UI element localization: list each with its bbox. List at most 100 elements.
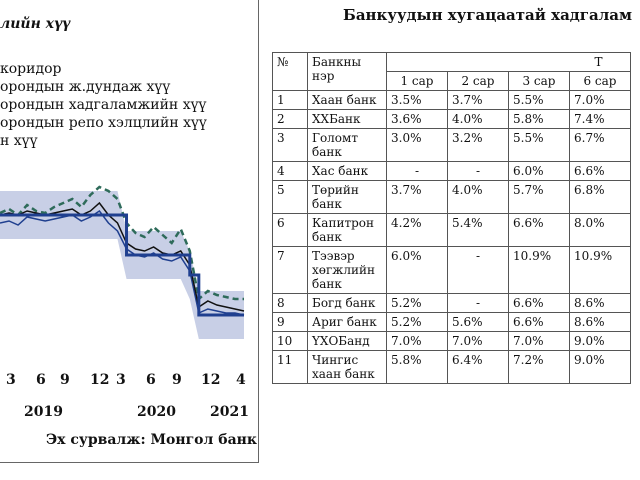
x-tick-label: 9 — [172, 372, 182, 388]
bank-name: Ариг банк — [307, 312, 387, 332]
rate-cell: 4.0% — [447, 109, 509, 129]
rate-cell: 5.8% — [386, 350, 448, 384]
rate-cell: 6.6% — [569, 161, 631, 181]
bank-name-line: Тээвэр — [312, 249, 355, 263]
rate-cell: 4.0% — [447, 180, 509, 214]
rate-cell: 3.0% — [386, 128, 448, 162]
rate-cell: 6.0% — [508, 161, 570, 181]
table-header-row-1: № Банкны нэр Т — [272, 52, 631, 91]
rate-cell: 7.2% — [508, 350, 570, 384]
bank-name-line: Ариг банк — [312, 315, 377, 329]
row-number: 5 — [272, 180, 308, 214]
table-row: 9 Ариг банк 5.2% 5.6% 6.6% 8.6% — [272, 312, 631, 332]
header-group-label: Т — [594, 55, 603, 69]
rate-cell: 6.0% — [386, 246, 448, 294]
legend-item: орондын ж.дундаж хүү — [0, 79, 171, 95]
bank-name-line: хаан банк — [312, 367, 375, 381]
row-number: 11 — [272, 350, 308, 384]
table-row: 1 Хаан банк 3.5% 3.7% 5.5% 7.0% — [272, 90, 631, 110]
rate-cell: 8.0% — [569, 213, 631, 247]
rate-cell: 5.5% — [508, 128, 570, 162]
rate-cell: 3.5% — [386, 90, 448, 110]
table-row: 8 Богд банк 5.2% -6.6% 8.6% — [272, 293, 631, 313]
bank-name: Хаан банк — [307, 90, 387, 110]
rate-cell: 10.9% — [569, 246, 631, 294]
bank-name: Богд банк — [307, 293, 387, 313]
rate-cell: 6.6% — [508, 293, 570, 313]
rate-cell: - — [447, 161, 509, 181]
bank-name: Чингис хаан банк — [307, 350, 387, 384]
x-tick-label: 9 — [60, 372, 70, 388]
bank-name: ҮХОБанд — [307, 331, 387, 351]
bank-name-line: банк — [312, 230, 342, 244]
rate-cell: 8.6% — [569, 293, 631, 313]
bank-name-line: ҮХОБанд — [312, 334, 370, 348]
header-term: 2 сар — [447, 71, 509, 91]
row-number: 3 — [272, 128, 308, 162]
bank-name: Голомт банк — [307, 128, 387, 162]
rate-cell: 6.7% — [569, 128, 631, 162]
legend-item: н хүү — [0, 133, 38, 149]
rate-cell: 6.6% — [508, 312, 570, 332]
table-row: 3 Голомт банк 3.0% 3.2% 5.5% 6.7% — [272, 128, 631, 162]
header-term: 6 сар — [569, 71, 631, 91]
bank-name: ХХБанк — [307, 109, 387, 129]
legend-item: орондын хадгаламжийн хүү — [0, 97, 207, 113]
bank-name: Хас банк — [307, 161, 387, 181]
chart-title: лийн хүү — [0, 16, 71, 32]
row-number: 10 — [272, 331, 308, 351]
rate-cell: 6.8% — [569, 180, 631, 214]
row-number: 8 — [272, 293, 308, 313]
x-tick-label: 6 — [146, 372, 156, 388]
rate-cell: 3.6% — [386, 109, 448, 129]
bank-name-line: Богд банк — [312, 296, 376, 310]
rate-cell: - — [447, 293, 509, 313]
table-row: 2 ХХБанк 3.6% 4.0% 5.8% 7.4% — [272, 109, 631, 129]
x-tick-label: 6 — [36, 372, 46, 388]
table-body: 1 Хаан банк 3.5% 3.7% 5.5% 7.0% 2 ХХБанк 3.6% 4.0… — [272, 90, 631, 384]
rate-cell: 9.0% — [569, 350, 631, 384]
rate-cell: 7.0% — [386, 331, 448, 351]
corridor-band — [0, 191, 244, 339]
bank-name-line: Төрийн — [312, 183, 359, 197]
x-year-label: 2020 — [137, 404, 176, 420]
row-number: 4 — [272, 161, 308, 181]
bank-name-line: Капитрон — [312, 216, 374, 230]
header-bank: Банкны нэр — [307, 52, 387, 91]
row-number: 7 — [272, 246, 308, 294]
rate-cell: - — [447, 246, 509, 294]
bank-name-line: Хас банк — [312, 164, 369, 178]
rate-cell: 5.2% — [386, 312, 448, 332]
bank-name-line: Хаан банк — [312, 93, 377, 107]
bank-name: Тээвэр хөгжлийн банк — [307, 246, 387, 294]
x-year-label: 2019 — [24, 404, 63, 420]
table-row: 10 ҮХОБанд 7.0% 7.0% 7.0% 9.0% — [272, 331, 631, 351]
row-number: 9 — [272, 312, 308, 332]
rate-cell: 3.7% — [447, 90, 509, 110]
rate-cell: 5.7% — [508, 180, 570, 214]
bank-name-line: Голомт — [312, 131, 358, 145]
rate-cell: 9.0% — [569, 331, 631, 351]
series-line-0 — [0, 213, 244, 317]
bank-name: Төрийн банк — [307, 180, 387, 214]
header-no: № — [272, 52, 308, 91]
table-row: 4 Хас банк - -6.0% 6.6% — [272, 161, 631, 181]
bank-name-line: банк — [312, 277, 342, 291]
chart-legend: коридор орондын ж.дундаж хүү орондын хадга… — [0, 60, 207, 150]
rate-cell: 7.4% — [569, 109, 631, 129]
rate-cell: 5.6% — [447, 312, 509, 332]
chart-panel: лийн хүү коридор орондын ж.дундаж хүү орон… — [0, 0, 259, 463]
rate-cell: - — [386, 161, 448, 181]
legend-item: коридор — [0, 61, 62, 77]
rate-cell: 7.0% — [508, 331, 570, 351]
bank-name-line: хөгжлийн — [312, 263, 375, 277]
row-number: 1 — [272, 90, 308, 110]
rate-cell: 6.4% — [447, 350, 509, 384]
rate-cell: 8.6% — [569, 312, 631, 332]
header-term: 3 сар — [508, 71, 570, 91]
rate-cell: 5.2% — [386, 293, 448, 313]
x-tick-label: 12 — [90, 372, 110, 388]
rate-cell: 7.0% — [569, 90, 631, 110]
header-term: 1 сар — [386, 71, 448, 91]
row-number: 2 — [272, 109, 308, 129]
